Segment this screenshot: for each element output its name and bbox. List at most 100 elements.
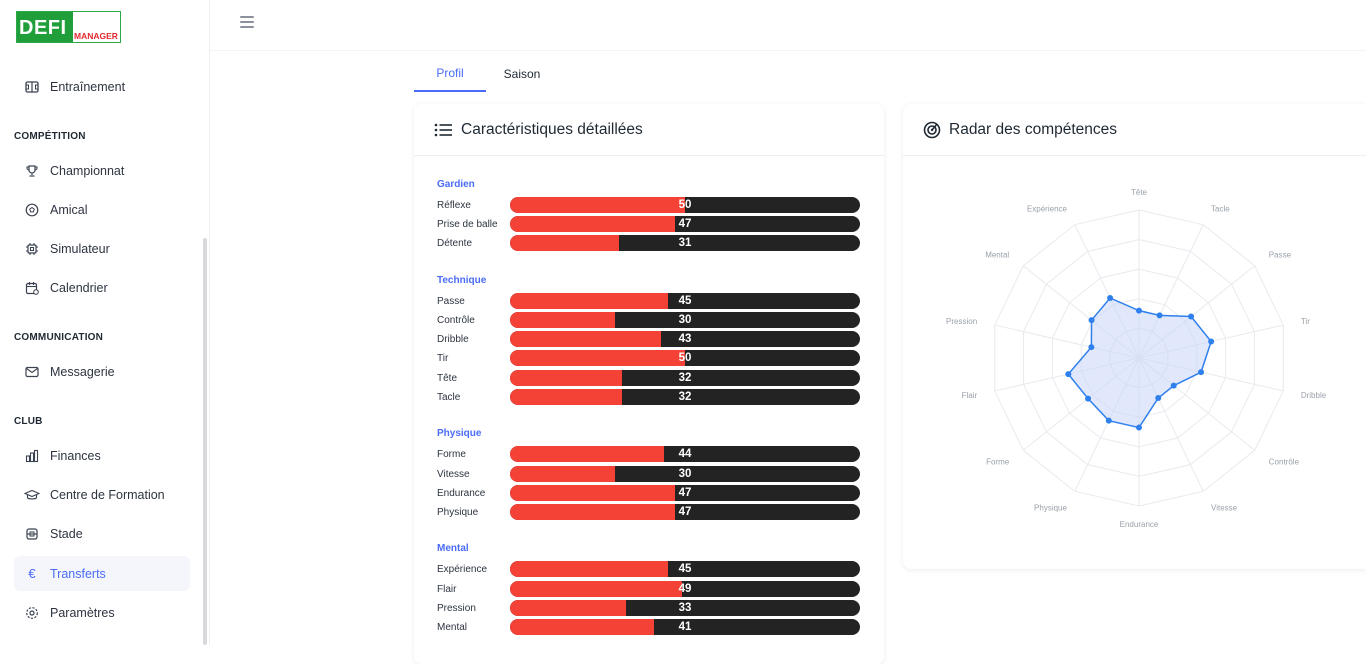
header-divider — [210, 50, 1366, 51]
sidebar-item-label: Amical — [50, 202, 88, 217]
stat-bar: 41 — [510, 619, 860, 635]
stat-bar: 32 — [510, 370, 860, 386]
radar-point — [1136, 307, 1142, 314]
app-logo[interactable]: DEFI MANAGER — [16, 11, 121, 43]
stat-bar-fill — [510, 293, 668, 309]
stat-value: 32 — [678, 372, 692, 384]
football-field-icon — [24, 79, 40, 95]
stat-bar-fill — [510, 370, 622, 386]
stat-value: 47 — [678, 506, 692, 518]
stat-row: Endurance 47 — [437, 485, 867, 501]
stat-bar: 33 — [510, 600, 860, 616]
stat-bar: 31 — [510, 235, 860, 251]
stat-label: Flair — [437, 583, 457, 595]
stat-label: Tir — [437, 352, 449, 364]
section-title-communication: COMMUNICATION — [14, 332, 104, 343]
stat-bar: 30 — [510, 312, 860, 328]
group-title-gardien: Gardien — [437, 179, 475, 190]
group-title-technique: Technique — [437, 275, 487, 286]
stat-bar: 30 — [510, 466, 860, 482]
sidebar-item-label: Entraînement — [50, 79, 126, 94]
sidebar-item-amical[interactable]: Amical — [14, 192, 190, 227]
radar-point — [1105, 417, 1112, 424]
radar-axis-label: Tir — [1301, 317, 1310, 326]
sidebar-item-simulateur[interactable]: Simulateur — [14, 231, 190, 266]
stat-value: 45 — [678, 295, 692, 307]
sidebar-item-calendrier[interactable]: Calendrier — [14, 270, 190, 305]
stat-bar-fill — [510, 504, 675, 520]
stat-bar: 47 — [510, 504, 860, 520]
radar-axis-label: Passe — [1269, 251, 1292, 260]
stat-bar-fill — [510, 466, 615, 482]
details-card-header: Caractéristiques détaillées — [414, 104, 884, 156]
sidebar-item-label: Paramètres — [50, 605, 115, 620]
stat-label: Vitesse — [437, 468, 470, 480]
sidebar-item-entrainement[interactable]: Entraînement — [14, 69, 190, 104]
stat-label: Réflexe — [437, 199, 471, 211]
stat-value: 30 — [678, 468, 692, 480]
sidebar-item-centre-de-formation[interactable]: Centre de Formation — [14, 477, 190, 512]
stat-label: Détente — [437, 237, 473, 249]
radar-point — [1198, 369, 1205, 376]
graduation-cap-icon — [24, 487, 40, 503]
stat-label: Tête — [437, 372, 458, 384]
stat-bar-fill — [510, 389, 622, 405]
stat-bar-fill — [510, 561, 668, 577]
mail-icon — [24, 364, 40, 380]
stat-bar: 47 — [510, 485, 860, 501]
radar-axis-label: Tête — [1131, 188, 1148, 197]
sidebar-item-stade[interactable]: Stade — [14, 516, 190, 551]
sidebar-item-parametres[interactable]: Paramètres — [14, 595, 190, 630]
stat-row: Passe 45 — [437, 293, 867, 309]
sidebar-item-label: Championnat — [50, 163, 125, 178]
tab-saison[interactable]: Saison — [503, 67, 541, 81]
radar-point — [1085, 395, 1092, 402]
sidebar-item-championnat[interactable]: Championnat — [14, 153, 190, 188]
sidebar-scrollbar[interactable] — [203, 238, 207, 645]
radar-card-title: Radar des compétences — [949, 120, 1118, 138]
sidebar-item-finances[interactable]: Finances — [14, 438, 190, 473]
stat-row: Tir 50 — [437, 350, 867, 366]
stat-label: Expérience — [437, 563, 488, 575]
stat-label: Endurance — [437, 487, 486, 499]
stat-bar-fill — [510, 446, 664, 462]
radar-axis-label: Contrôle — [1269, 457, 1300, 466]
stat-bar: 45 — [510, 561, 860, 577]
stat-value: 41 — [678, 621, 692, 633]
stat-value: 50 — [678, 352, 692, 364]
stat-row: Tête 32 — [437, 370, 867, 386]
stat-bar: 45 — [510, 293, 860, 309]
stat-bar-fill — [510, 581, 682, 597]
details-card: Caractéristiques détaillées Gardien Réfl… — [414, 104, 884, 664]
stat-bar-fill — [510, 485, 675, 501]
radar-axis-label: Pression — [946, 317, 977, 326]
sidebar-item-transferts[interactable]: € Transferts — [14, 556, 190, 591]
sidebar-item-label: Simulateur — [50, 241, 110, 256]
trophy-icon — [24, 163, 40, 179]
stat-label: Physique — [437, 506, 479, 518]
radar-axis-label: Flair — [962, 391, 978, 400]
stat-label: Forme — [437, 448, 466, 460]
stat-row: Mental 41 — [437, 619, 867, 635]
sidebar-item-messagerie[interactable]: Messagerie — [14, 354, 190, 389]
stat-row: Dribble 43 — [437, 331, 867, 347]
stat-row: Détente 31 — [437, 235, 867, 251]
sidebar-item-label: Calendrier — [50, 280, 108, 295]
radar-axis-label: Endurance — [1120, 520, 1159, 529]
stat-value: 47 — [678, 218, 692, 230]
soccer-ball-icon — [24, 202, 40, 218]
radar-point — [1208, 338, 1215, 345]
sidebar-item-label: Stade — [50, 526, 83, 541]
tab-profil[interactable]: Profil — [414, 56, 486, 92]
radar-point — [1088, 344, 1095, 351]
menu-toggle-icon[interactable] — [240, 16, 254, 28]
bar-chart-icon — [24, 448, 40, 464]
stat-row: Tacle 32 — [437, 389, 867, 405]
stat-bar: 44 — [510, 446, 860, 462]
stat-bar-fill — [510, 331, 661, 347]
radar-axis-label: Expérience — [1027, 204, 1068, 213]
radar-point — [1155, 395, 1162, 402]
logo-main-text: DEFI — [17, 12, 73, 42]
radar-card: Radar des compétences Tête Tacle Passe Tir D… — [903, 104, 1366, 569]
stat-value: 32 — [678, 391, 692, 403]
